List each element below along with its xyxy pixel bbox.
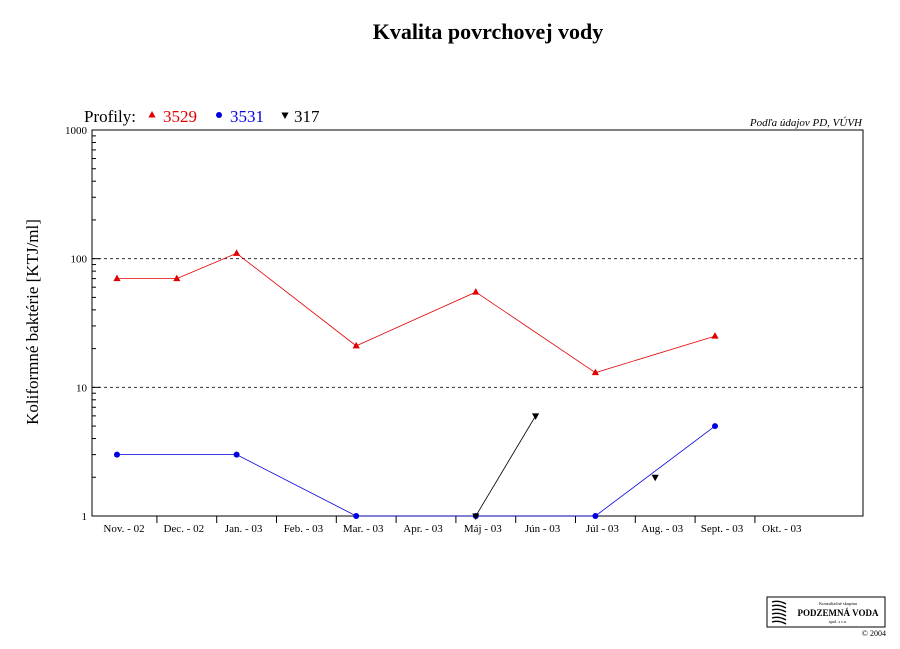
x-tick-label: Feb. - 03 [284,523,324,535]
grid [92,258,863,388]
data-point [113,274,121,282]
series-line [117,425,716,517]
copyright: © 2004 [862,629,886,638]
data-point [472,513,480,520]
logo-mark-icon [771,600,787,625]
plot-frame [91,129,864,517]
logo-line2: PODZEMNÁ VODA [798,608,879,618]
logo-line3: spol. s r.o. [829,619,847,624]
legend: Profily: 3529 3531 317 [84,107,320,126]
series-3529 [113,249,719,376]
series-line [475,415,536,517]
y-tick-label: 10 [76,382,88,394]
data-point [233,249,241,256]
data-point [233,451,240,458]
data-point [472,288,480,295]
x-tick-label: Jan. - 03 [225,523,263,535]
data-point [114,451,120,458]
legend-marker-3531 [216,112,222,118]
x-tick-label: Apr. - 03 [403,523,443,535]
data-point [592,513,599,519]
y-tick-label: 100 [71,254,88,266]
data-point [532,413,540,420]
logo-frame [766,596,886,628]
data-point [352,341,360,349]
data-point [173,274,181,282]
series-3531 [114,423,718,519]
data-point [353,513,360,519]
x-tick-label: Nov. - 02 [103,523,144,535]
chart-title: Kvalita povrchovej vody [373,19,604,44]
x-tick-label: Aug. - 03 [641,523,683,535]
x-tick-label: Okt. - 03 [762,523,802,535]
x-axis: Nov. - 02 Dec. - 02 Jan. - 03 Feb. - 03 Mar.… [103,516,802,535]
x-tick-label: Júl - 03 [586,523,620,535]
legend-entry-317: 317 [294,107,320,126]
source-note: Podľa údajov PD, VÚVH [749,117,863,129]
data-point [651,474,659,482]
series-layer [113,249,719,520]
series-line [117,252,716,374]
x-tick-label: Mar. - 03 [343,523,384,535]
x-tick-label: Máj - 03 [464,523,502,535]
y-tick-label: 1000 [65,125,88,137]
x-tick-label: Dec. - 02 [163,523,204,535]
y-axis-label: Koliformné baktérie [KTJ/ml] [23,219,42,425]
legend-prefix: Profily: [84,107,136,126]
data-point [591,368,599,376]
legend-entry-3529: 3529 [163,107,197,126]
y-tick-label: 1 [82,511,88,523]
data-point [712,423,718,430]
x-tick-label: Jún - 03 [525,523,561,535]
company-logo: Konzultačné skupina PODZEMNÁ VODA spol. … [766,596,886,628]
series-317 [472,413,659,520]
x-tick-label: Sept. - 03 [701,523,744,535]
logo-line1: Konzultačné skupina [819,601,857,606]
legend-entry-3531: 3531 [230,107,264,126]
data-point [711,332,719,339]
legend-marker-3529 [148,111,156,118]
y-axis: 1 10 100 1000 [65,125,100,523]
legend-marker-317 [281,112,289,119]
